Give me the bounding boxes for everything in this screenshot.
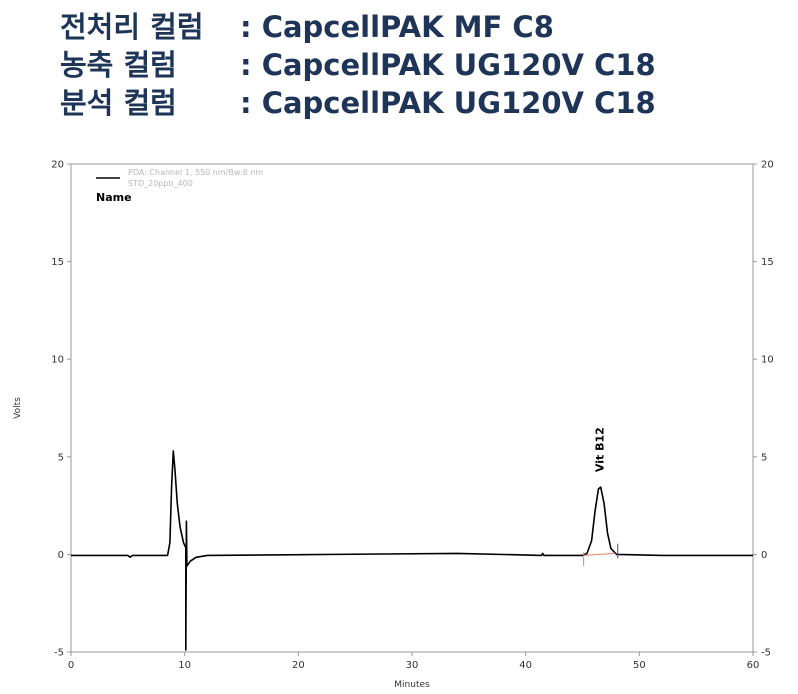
plot-area — [70, 163, 754, 653]
header-value: : CapcellPAK UG120V C18 — [240, 48, 656, 82]
series-line — [71, 450, 753, 651]
right-y-tick-label: 0 — [761, 550, 767, 561]
legend-entry: PDA: Channel 1, 550 nm/Bw:8 nm — [128, 168, 263, 177]
peak-label: Vit B12 — [594, 427, 607, 472]
header-line-pretreatment: 전처리 컬럼 : CapcellPAK MF C8 — [60, 8, 656, 46]
x-tick-label: 10 — [178, 660, 191, 671]
x-tick-label: 60 — [747, 660, 760, 671]
y-axis-label: Volts — [13, 397, 23, 419]
column-info-header: 전처리 컬럼 : CapcellPAK MF C8 농축 컬럼 : CapcellP… — [60, 8, 656, 122]
header-value: : CapcellPAK MF C8 — [240, 10, 554, 44]
y-tick-label: 20 — [51, 160, 64, 171]
y-tick-label: 0 — [58, 550, 64, 561]
x-tick-label: 50 — [633, 660, 646, 671]
header-line-analysis: 분석 컬럼 : CapcellPAK UG120V C18 — [60, 84, 656, 122]
header-line-concentration: 농축 컬럼 : CapcellPAK UG120V C18 — [60, 46, 656, 84]
header-label: 분석 컬럼 — [60, 86, 177, 120]
header-label: 농축 컬럼 — [60, 48, 177, 82]
x-tick-label: 30 — [406, 660, 419, 671]
trace-layer: Vit B12 — [71, 427, 753, 651]
right-y-tick-label: 20 — [761, 160, 774, 171]
right-y-tick-label: -5 — [761, 648, 771, 659]
right-y-tick-label: 10 — [761, 355, 774, 366]
header-value: : CapcellPAK UG120V C18 — [240, 86, 656, 120]
y-tick-label: 5 — [58, 452, 64, 463]
y-tick-label: 10 — [51, 355, 64, 366]
y-tick-label: -5 — [54, 648, 64, 659]
x-tick-label: 0 — [68, 660, 74, 671]
header-label: 전처리 컬럼 — [60, 10, 204, 44]
x-tick-label: 20 — [292, 660, 305, 671]
right-y-tick-label: 5 — [761, 452, 767, 463]
right-y-tick-label: 15 — [761, 257, 774, 268]
x-tick-label: 40 — [519, 660, 532, 671]
x-axis-label: Minutes — [394, 680, 430, 690]
legend: PDA: Channel 1, 550 nm/Bw:8 nm STD_20ppb… — [96, 168, 263, 204]
legend-entry: STD_20ppb_400 — [128, 179, 193, 188]
peak-baseline — [583, 552, 616, 556]
y-tick-label: 15 — [51, 257, 64, 268]
legend-heading: Name — [96, 191, 132, 204]
